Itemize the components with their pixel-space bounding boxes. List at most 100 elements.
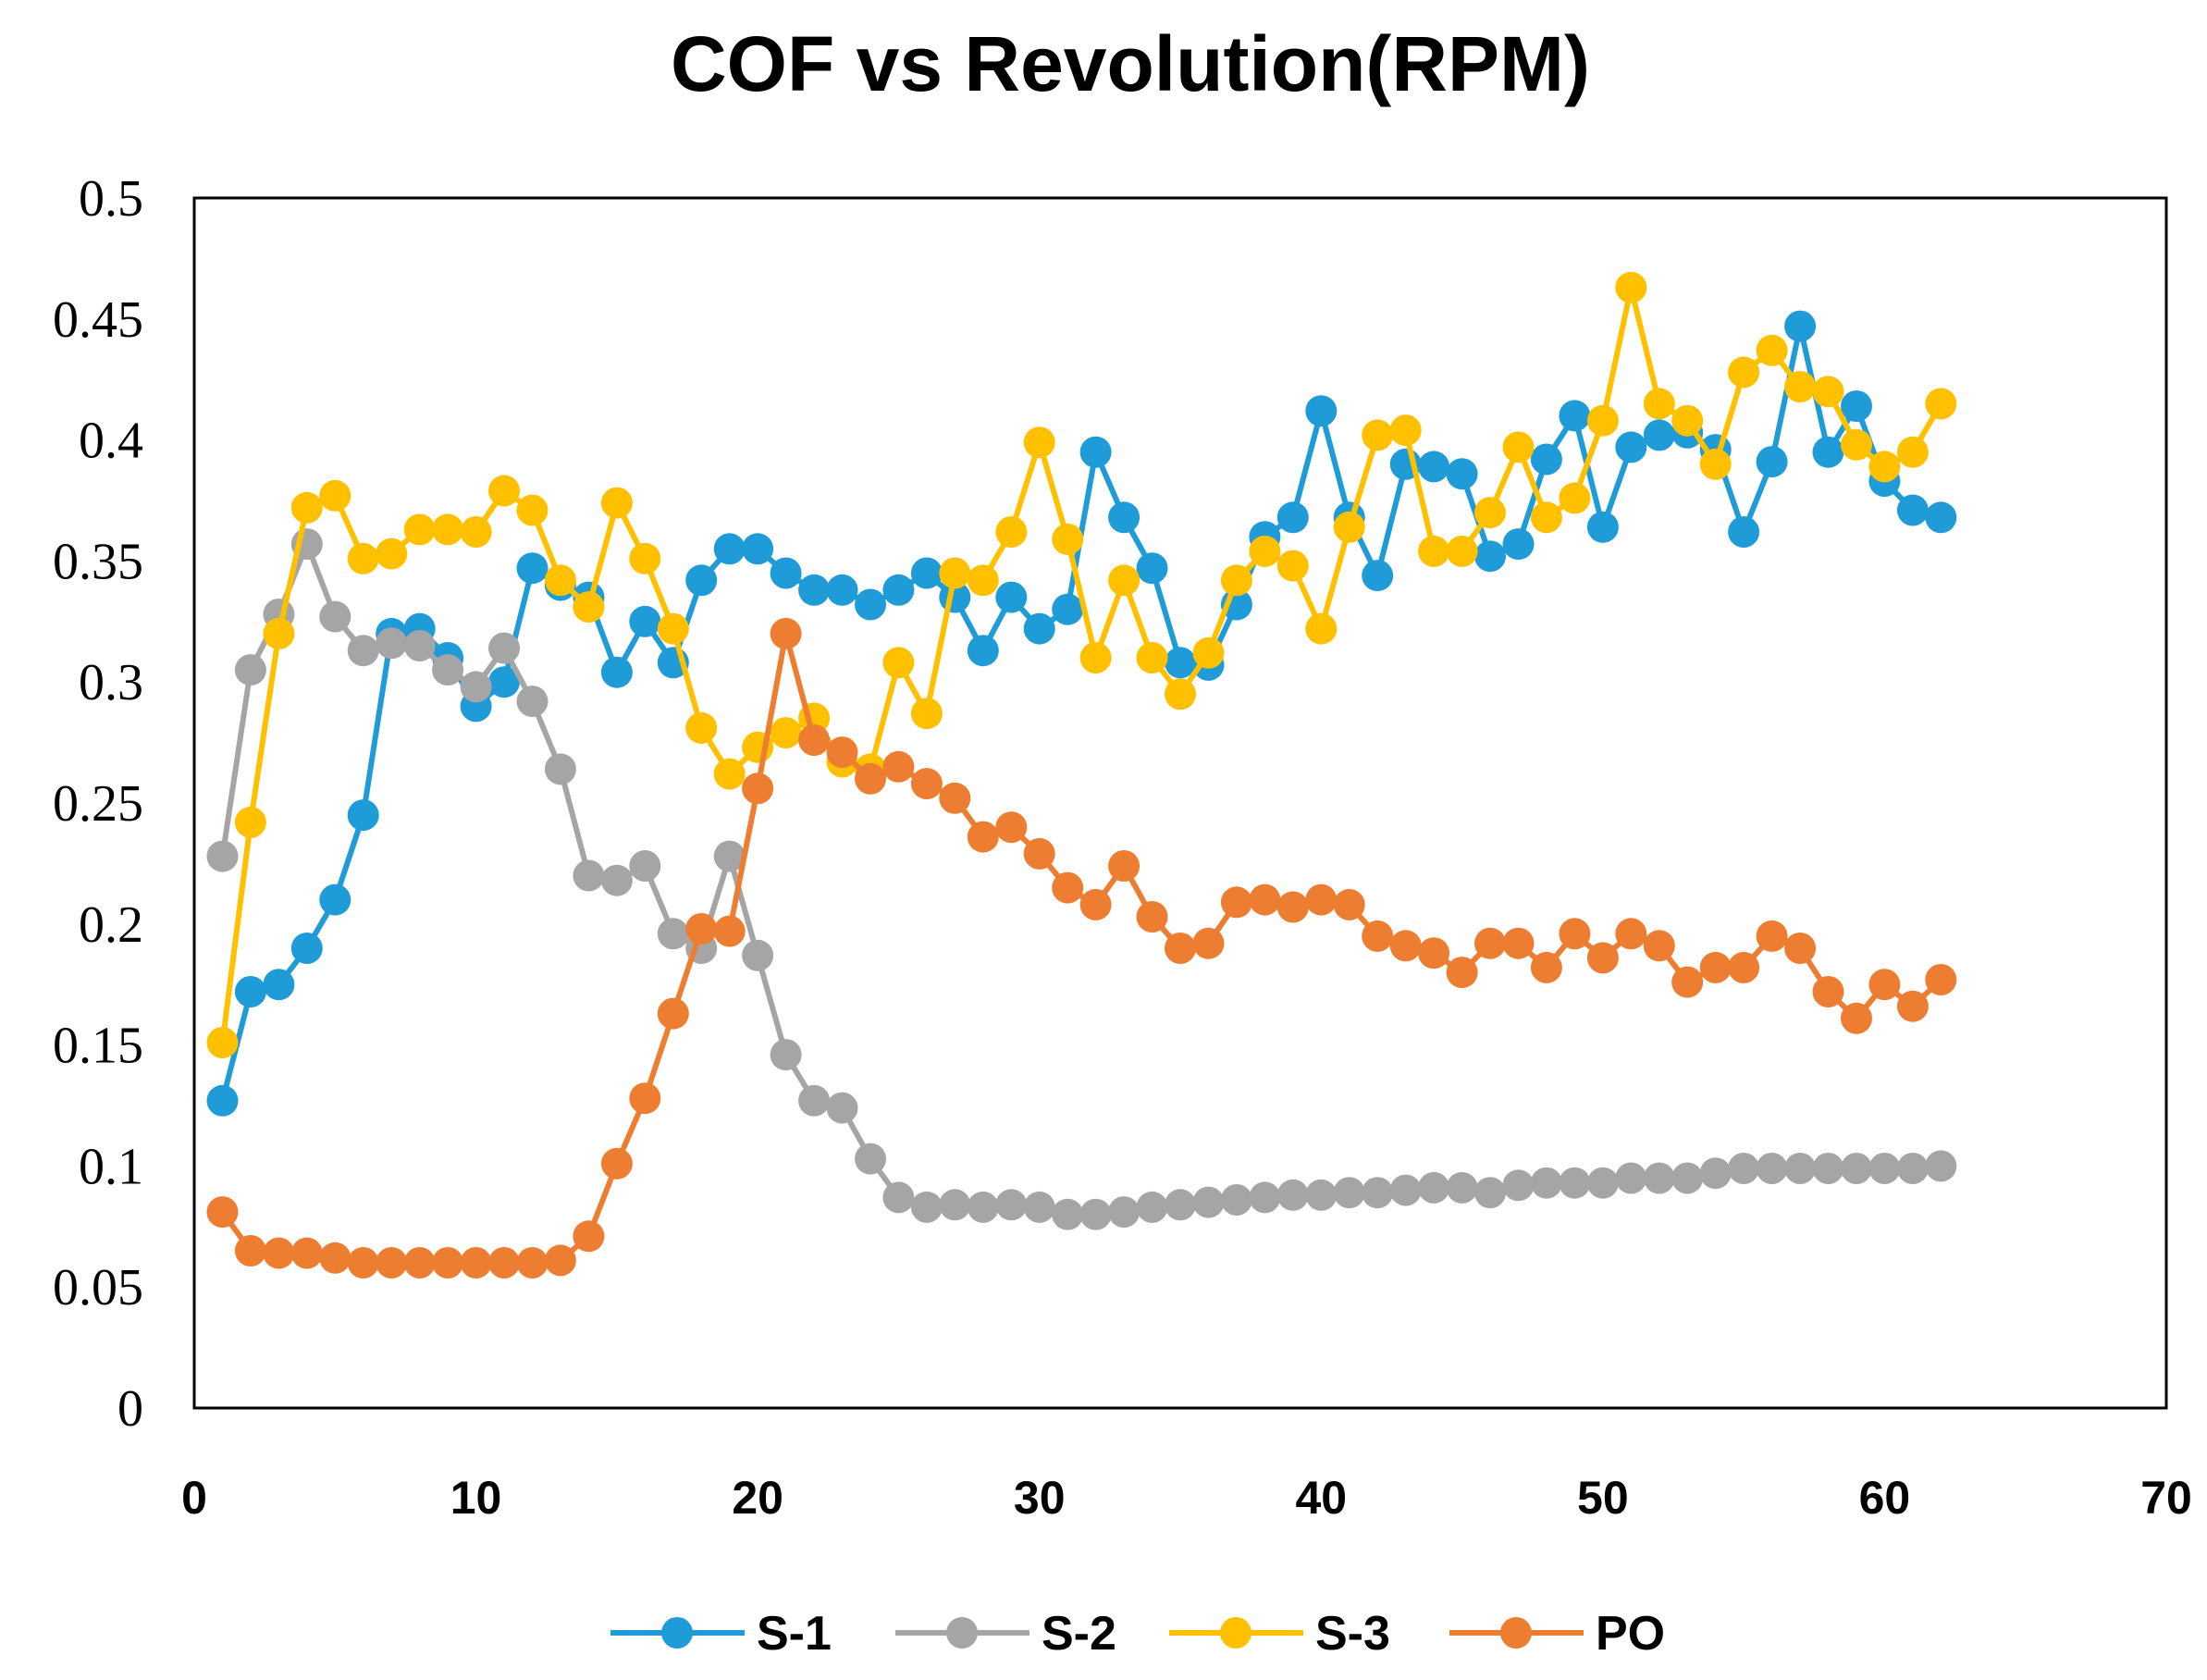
data-point: [1446, 1171, 1478, 1204]
data-point: [1446, 535, 1478, 567]
data-point: [600, 487, 633, 519]
data-point: [1502, 1169, 1535, 1202]
data-point: [967, 564, 999, 597]
data-point: [1559, 400, 1591, 432]
data-point: [1756, 446, 1788, 478]
data-point: [1389, 930, 1422, 962]
legend-swatch-marker: [1220, 1617, 1251, 1649]
data-point: [403, 513, 436, 546]
data-point: [1699, 448, 1732, 480]
data-point: [1023, 1191, 1055, 1223]
data-point: [1418, 535, 1450, 567]
data-point: [882, 574, 915, 606]
data-point: [995, 516, 1028, 548]
data-point: [1052, 523, 1084, 555]
data-point: [1165, 1189, 1196, 1221]
data-point: [403, 1247, 436, 1279]
data-point: [1333, 1177, 1365, 1209]
data-point: [460, 671, 492, 703]
data-point: [826, 1092, 858, 1124]
data-point: [939, 557, 971, 589]
data-point: [1502, 528, 1535, 561]
data-point: [1108, 1196, 1140, 1229]
data-point: [1052, 871, 1084, 904]
data-point: [516, 1247, 549, 1279]
legend-label: S-2: [1042, 1607, 1116, 1661]
data-point: [1474, 1177, 1506, 1209]
data-point: [1418, 1171, 1450, 1204]
data-point: [1108, 564, 1140, 597]
data-point: [1841, 1153, 1872, 1184]
data-point: [1165, 678, 1196, 710]
data-point: [376, 537, 408, 570]
data-point: [910, 557, 943, 589]
data-point: [1305, 883, 1338, 916]
data-point: [319, 1241, 351, 1274]
data-point: [629, 1082, 661, 1115]
data-point: [432, 654, 464, 686]
data-point: [1615, 918, 1647, 950]
data-point: [488, 1247, 520, 1279]
data-point: [770, 1039, 802, 1071]
data-point: [544, 564, 576, 597]
data-point: [1276, 891, 1309, 923]
data-point: [1418, 451, 1450, 483]
data-point: [516, 552, 549, 585]
data-point: [1728, 516, 1760, 548]
data-point: [1220, 886, 1252, 919]
data-point: [1108, 850, 1140, 882]
data-point: [1896, 494, 1929, 526]
x-tick-label: 30: [1014, 1472, 1066, 1524]
data-point: [629, 542, 661, 574]
data-point: [1643, 388, 1675, 420]
data-point: [798, 574, 831, 606]
data-point: [1925, 1150, 1957, 1182]
data-point: [1671, 404, 1704, 437]
data-point: [685, 564, 718, 597]
data-point: [939, 782, 971, 814]
data-point: [234, 654, 266, 686]
data-point: [1812, 436, 1844, 468]
data-point: [460, 516, 492, 548]
data-point: [1276, 501, 1309, 534]
data-point: [1165, 647, 1196, 679]
data-point: [1052, 593, 1084, 625]
data-point: [376, 627, 408, 660]
data-point: [1023, 426, 1055, 459]
data-point: [206, 840, 239, 872]
data-point: [1868, 969, 1901, 1001]
data-point: [1530, 501, 1562, 534]
data-point: [1784, 1153, 1817, 1184]
data-point: [1530, 1167, 1562, 1199]
data-point: [516, 686, 549, 718]
x-tick-label: 40: [1295, 1472, 1347, 1524]
data-point: [206, 1196, 239, 1229]
data-point: [855, 762, 886, 795]
data-point: [1079, 436, 1112, 468]
data-point: [1784, 310, 1817, 342]
data-point: [600, 864, 633, 896]
data-point: [206, 1027, 239, 1058]
data-point: [432, 1247, 464, 1279]
series-s-3: [206, 271, 1957, 1058]
data-point: [206, 1084, 239, 1117]
data-point: [1192, 636, 1225, 669]
legend-label: S-1: [757, 1607, 832, 1661]
data-point: [488, 666, 520, 698]
data-point: [516, 494, 549, 526]
data-point: [1559, 918, 1591, 950]
chart-title: COF vs Revolution(RPM): [671, 20, 1590, 107]
data-point: [460, 1247, 492, 1279]
data-point: [319, 600, 351, 633]
y-tick-label: 0.25: [53, 775, 143, 833]
data-point: [1699, 1157, 1732, 1190]
data-point: [1446, 458, 1478, 490]
data-point: [1812, 376, 1844, 408]
data-point: [1276, 1179, 1309, 1211]
legend-swatch-marker: [1500, 1617, 1532, 1649]
data-point: [742, 939, 774, 971]
data-point: [770, 717, 802, 749]
data-point: [1362, 560, 1394, 592]
data-point: [1446, 957, 1478, 989]
data-point: [488, 632, 520, 664]
